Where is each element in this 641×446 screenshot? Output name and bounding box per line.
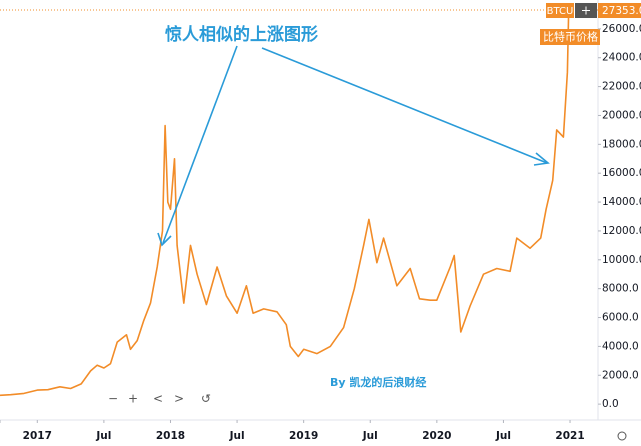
arrows <box>157 45 550 247</box>
y-tick-label: 26000.0 <box>602 23 641 35</box>
y-tick-label: 22000.0 <box>602 81 641 93</box>
y-tick-label: 18000.0 <box>602 138 641 150</box>
y-tick-label: 14000.0 <box>602 196 641 208</box>
y-tick-label: 10000.0 <box>602 254 641 266</box>
y-tick-label: 24000.0 <box>602 52 641 64</box>
control-button[interactable]: > <box>174 392 184 406</box>
last-price-box <box>598 3 641 18</box>
control-button[interactable]: ↺ <box>201 392 211 406</box>
y-tick-label: 16000.0 <box>602 167 641 179</box>
arrow <box>261 47 548 164</box>
y-tick-label: 12000.0 <box>602 225 641 237</box>
symbol-box <box>546 3 574 18</box>
arrow-head <box>533 152 550 166</box>
series-label-box <box>540 29 600 45</box>
y-tick-label: 6000.0 <box>602 312 639 324</box>
arrow-head <box>157 232 172 247</box>
chart-title: 惊人相似的上涨图形 <box>165 24 318 45</box>
y-tick-label: 2000.0 <box>602 369 639 381</box>
control-button[interactable]: + <box>128 392 138 406</box>
y-tick-label: 8000.0 <box>602 283 639 295</box>
x-tick-label: 2017 <box>23 430 52 442</box>
control-button[interactable]: < <box>153 392 163 406</box>
annotation: By 凯龙的后浪财经 <box>330 375 426 389</box>
arrow <box>162 45 238 244</box>
price-line <box>0 9 570 397</box>
x-tick-label: Jul <box>495 430 511 442</box>
x-tick-label: 2021 <box>555 430 584 442</box>
settings-icon[interactable] <box>617 431 627 441</box>
x-tick-label: Jul <box>362 430 378 442</box>
symbol: BTCU <box>547 6 574 17</box>
last-price: 27353.0 <box>602 5 641 17</box>
y-tick-label: 0.0 <box>602 398 619 410</box>
x-tick-label: Jul <box>95 430 111 442</box>
x-tick-label: 2018 <box>156 430 185 442</box>
control-button[interactable]: − <box>108 392 118 406</box>
series-label: 比特币价格 <box>543 30 598 44</box>
x-tick-label: 2020 <box>422 430 451 442</box>
x-tick-label: 2019 <box>289 430 318 442</box>
x-tick-label: Jul <box>229 430 245 442</box>
y-tick-label: 4000.0 <box>602 340 639 352</box>
y-tick-label: 20000.0 <box>602 109 641 121</box>
